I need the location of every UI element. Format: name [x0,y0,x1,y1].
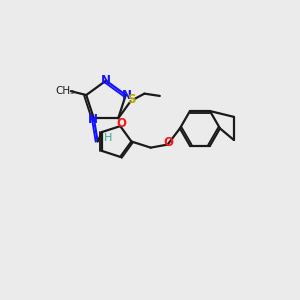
Text: O: O [164,136,173,149]
Text: N: N [88,112,98,125]
Text: H: H [103,133,112,143]
Text: O: O [116,117,126,130]
Text: CH₃: CH₃ [55,86,74,96]
Text: N: N [122,88,132,101]
Text: S: S [127,93,136,106]
Text: N: N [101,74,111,87]
